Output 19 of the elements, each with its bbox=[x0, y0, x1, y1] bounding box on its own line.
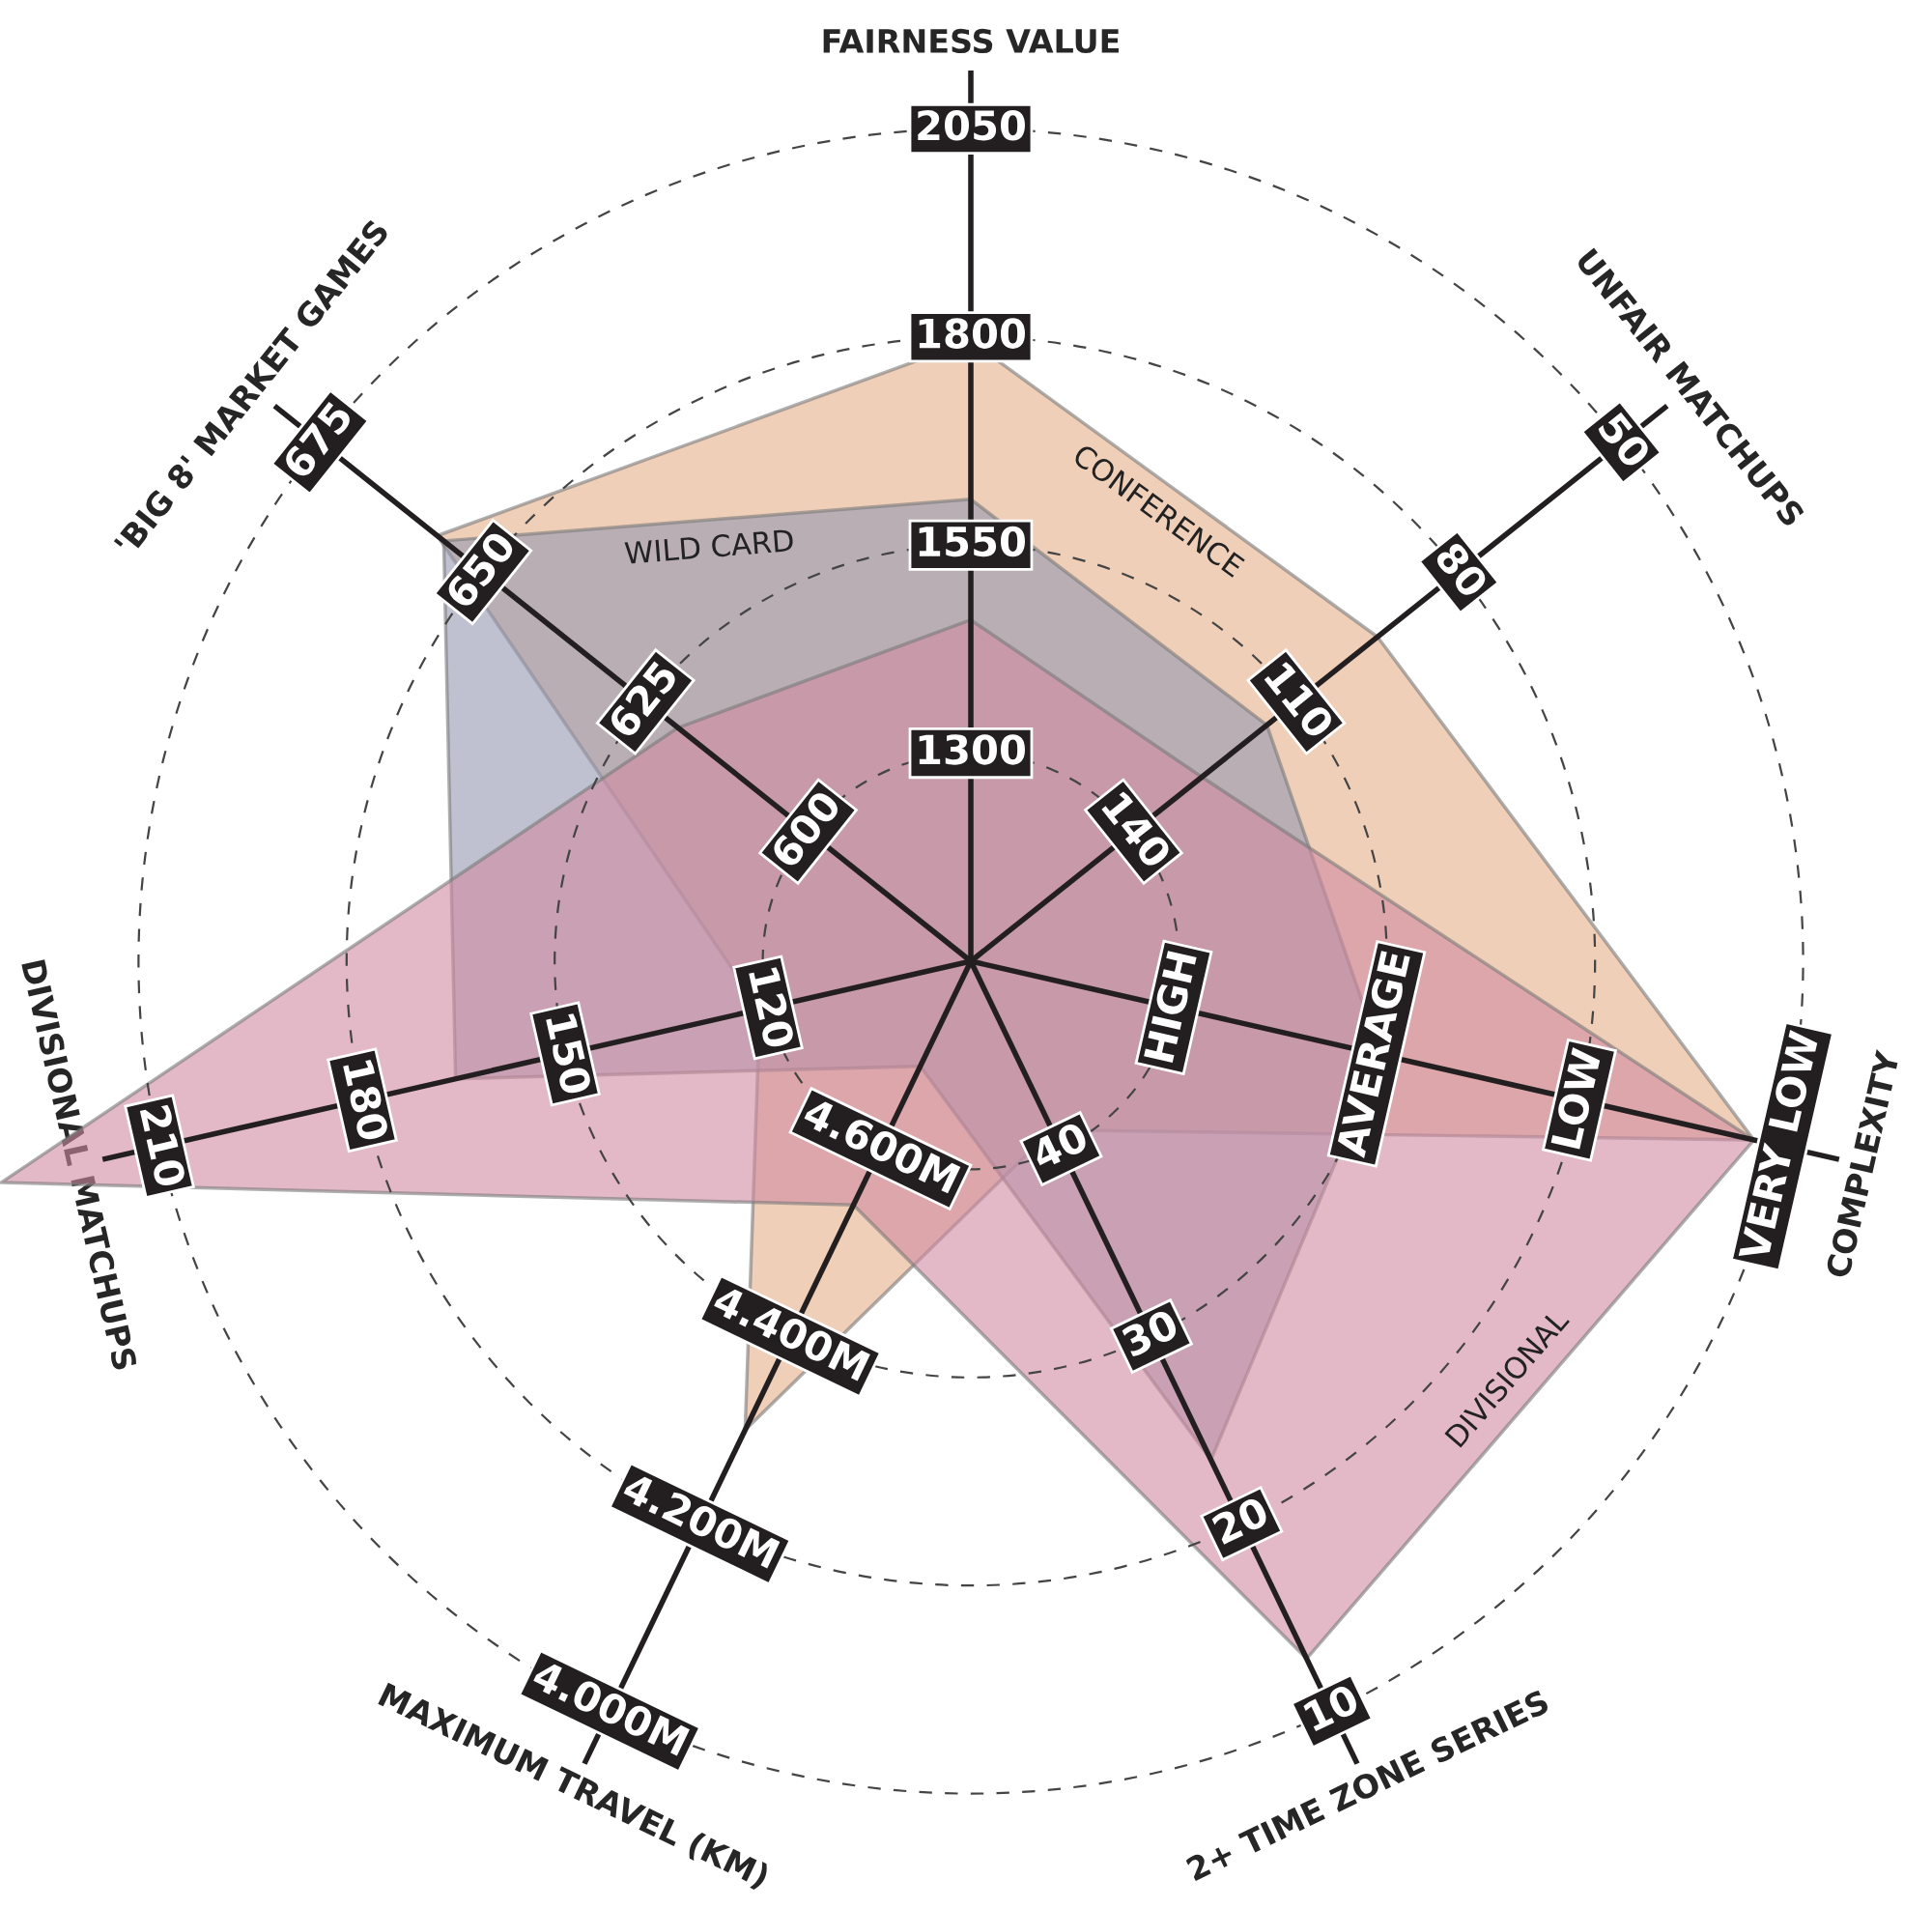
text: 30 bbox=[1120, 1307, 1180, 1358]
y-tick-label: 2050 bbox=[918, 109, 1025, 141]
text: 80 bbox=[1434, 540, 1491, 600]
text: 210 bbox=[139, 1104, 187, 1188]
text: LOW bbox=[1550, 1046, 1603, 1150]
y-tick-label: 1300 bbox=[919, 734, 1025, 765]
text: 150 bbox=[545, 1012, 593, 1096]
text: 120 bbox=[748, 966, 796, 1050]
text: 20 bbox=[1210, 1495, 1270, 1546]
text: 10 bbox=[1302, 1683, 1361, 1732]
text: 50 bbox=[1597, 411, 1653, 470]
y-tick-label: 1800 bbox=[919, 318, 1025, 349]
y-tick-label: 1550 bbox=[919, 526, 1025, 557]
series-label: WILD CARD bbox=[624, 528, 794, 565]
text: 40 bbox=[1029, 1120, 1091, 1171]
text: VERY LOW bbox=[1738, 1029, 1820, 1263]
text: HIGH bbox=[1143, 951, 1198, 1064]
spoke-label: FAIRNESS VALUE bbox=[823, 28, 1119, 54]
text: 180 bbox=[342, 1059, 390, 1142]
